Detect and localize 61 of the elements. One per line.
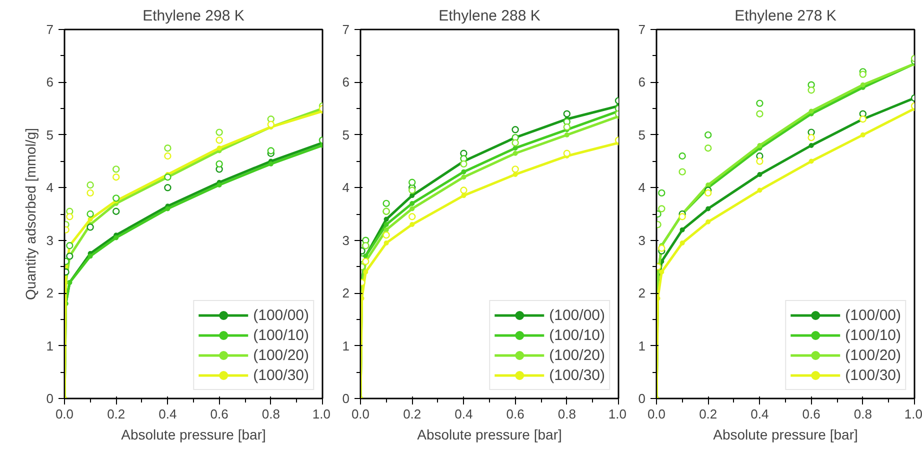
x-tick-label: 0.2 xyxy=(699,406,718,422)
x-tick-label: 0.4 xyxy=(750,406,769,422)
y-tick-label: 0 xyxy=(342,391,350,406)
legend-label: (100/00) xyxy=(845,306,901,324)
chart-title: Ethylene 278 K xyxy=(734,8,836,24)
x-tick-label: 0.4 xyxy=(454,406,473,422)
x-tick-label: 0.6 xyxy=(210,406,228,422)
legend-label: (100/30) xyxy=(845,366,901,384)
legend-label: (100/00) xyxy=(549,306,605,324)
chart-title: Ethylene 298 K xyxy=(142,8,244,24)
x-axis-title: Absolute pressure [bar] xyxy=(121,426,266,442)
x-tick-label: 1.0 xyxy=(312,406,331,422)
y-tick-label: 2 xyxy=(638,286,646,301)
y-tick-label: 4 xyxy=(638,180,646,196)
legend-label: (100/00) xyxy=(253,306,309,324)
y-tick-label: 1 xyxy=(342,338,350,354)
y-tick-label: 2 xyxy=(342,286,350,301)
y-tick-label: 3 xyxy=(46,232,54,248)
x-tick-label: 0.2 xyxy=(403,406,422,422)
y-tick-label: 1 xyxy=(46,338,54,354)
x-tick-label: 1.0 xyxy=(904,406,922,422)
y-tick-label: 5 xyxy=(46,127,54,142)
chart-title: Ethylene 288 K xyxy=(438,8,540,24)
y-tick-label: 1 xyxy=(638,338,646,354)
y-axis-title: Quantity adsorbed [mmol/g] xyxy=(22,128,38,300)
y-tick-label: 6 xyxy=(342,74,350,90)
x-tick-label: 0.0 xyxy=(55,406,74,422)
legend-label: (100/30) xyxy=(253,366,309,384)
x-axis-title: Absolute pressure [bar] xyxy=(713,426,858,442)
y-tick-label: 5 xyxy=(638,127,646,142)
y-tick-label: 6 xyxy=(638,74,646,90)
x-axis-title: Absolute pressure [bar] xyxy=(417,426,562,442)
x-tick-label: 0.2 xyxy=(107,406,126,422)
x-tick-label: 0.4 xyxy=(158,406,177,422)
x-tick-label: 0.8 xyxy=(262,406,280,422)
x-tick-label: 0.8 xyxy=(854,406,872,422)
y-tick-label: 4 xyxy=(46,180,54,196)
legend-label: (100/20) xyxy=(845,346,901,364)
x-tick-label: 0.0 xyxy=(647,406,666,422)
y-tick-label: 7 xyxy=(46,22,54,37)
y-tick-label: 4 xyxy=(342,180,350,196)
y-tick-label: 0 xyxy=(46,391,54,406)
x-tick-label: 1.0 xyxy=(608,406,627,422)
legend-label: (100/10) xyxy=(549,326,605,344)
x-tick-label: 0.8 xyxy=(558,406,576,422)
legend-label: (100/20) xyxy=(549,346,605,364)
y-tick-label: 7 xyxy=(342,22,350,37)
legend-label: (100/10) xyxy=(845,326,901,344)
y-tick-label: 3 xyxy=(638,232,646,248)
legend-label: (100/20) xyxy=(253,346,309,364)
x-tick-label: 0.6 xyxy=(802,406,820,422)
legend-label: (100/10) xyxy=(253,326,309,344)
legend-label: (100/30) xyxy=(549,366,605,384)
x-tick-label: 0.0 xyxy=(351,406,370,422)
y-tick-label: 7 xyxy=(638,22,646,37)
x-tick-label: 0.6 xyxy=(506,406,524,422)
y-tick-label: 5 xyxy=(342,127,350,142)
y-tick-label: 3 xyxy=(342,232,350,248)
y-tick-label: 2 xyxy=(46,286,54,301)
y-tick-label: 0 xyxy=(638,391,646,406)
y-tick-label: 6 xyxy=(46,74,54,90)
